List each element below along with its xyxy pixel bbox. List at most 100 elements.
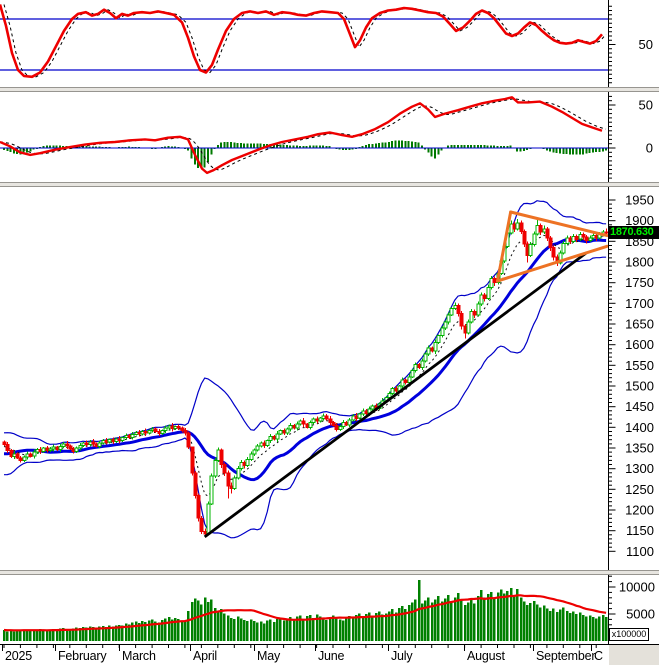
candle-up	[255, 445, 260, 451]
panel-splitter[interactable]	[0, 87, 659, 92]
volume-bar	[118, 624, 121, 641]
volume-bar	[339, 619, 342, 641]
volume-bar	[168, 617, 171, 641]
volume-bar	[273, 622, 276, 641]
candle-down	[219, 449, 224, 466]
volume-bar	[306, 616, 309, 641]
volume-bar	[240, 618, 243, 641]
x-axis-month-label: April	[193, 649, 217, 663]
candle-up	[97, 442, 102, 447]
price-panel-region[interactable]	[0, 187, 608, 570]
candle-down	[551, 247, 556, 258]
volume-bar	[473, 603, 476, 641]
volume-bar	[253, 621, 256, 641]
candle-up	[288, 424, 293, 430]
macd-histogram-bar	[164, 146, 167, 148]
candle-up	[130, 433, 135, 438]
macd-histogram-bar	[256, 143, 259, 148]
macd-histogram-bar	[549, 148, 552, 152]
stochastic-panel-region[interactable]	[0, 0, 608, 87]
volume-bar	[450, 601, 453, 641]
macd-histogram-bar	[565, 148, 568, 155]
stochastic-panel[interactable]	[0, 4, 608, 79]
macd-histogram-bar	[88, 146, 91, 148]
macd-histogram-bar	[371, 143, 374, 148]
candle-down	[199, 517, 204, 532]
volume-bar	[316, 614, 319, 641]
candle-up	[295, 423, 300, 429]
volume-panel-region[interactable]	[0, 575, 608, 643]
volume-bar	[289, 617, 292, 641]
macd-histogram-bar	[542, 148, 545, 150]
volume-bar	[279, 617, 282, 641]
volume-bar	[233, 618, 236, 641]
macd-histogram-bar	[190, 148, 193, 159]
candle-down	[545, 228, 550, 239]
ma20-line	[4, 237, 607, 482]
volume-bar	[98, 626, 101, 641]
macd-histogram-bar	[6, 148, 9, 152]
volume-bar	[490, 591, 493, 641]
macd-histogram-bar	[562, 148, 565, 154]
candle-down	[459, 312, 464, 327]
candle-up	[22, 456, 27, 461]
volume-bar	[352, 618, 355, 641]
volume-bar	[529, 603, 532, 641]
candle-down	[190, 446, 195, 474]
volume-bar	[510, 588, 513, 641]
candle-up	[436, 335, 441, 344]
candle-up	[285, 428, 290, 434]
macd-histogram-bar	[440, 148, 443, 151]
candle-up	[440, 327, 445, 337]
volume-bar	[348, 616, 351, 641]
candle-up	[357, 413, 362, 419]
volume-bar	[493, 598, 496, 641]
macd-panel[interactable]	[0, 96, 608, 175]
volume-bar	[595, 618, 598, 641]
candle-down	[581, 234, 586, 238]
price-panel[interactable]	[2, 200, 609, 539]
volume-bar	[299, 615, 302, 641]
candle-up	[423, 353, 428, 362]
volume-bar	[3, 630, 6, 641]
candle-down	[519, 222, 524, 232]
price-axis-label: 1300	[625, 461, 654, 476]
candle-up	[163, 427, 168, 432]
candle-up	[528, 244, 533, 256]
macd-histogram-bar	[309, 145, 311, 148]
volume-bar	[569, 612, 572, 641]
volume-bar	[533, 601, 536, 641]
macd-histogram-bar	[262, 143, 265, 148]
panel-splitter[interactable]	[0, 182, 659, 187]
volume-bar	[171, 619, 174, 641]
macd-histogram-bar	[381, 142, 384, 148]
volume-axis-label: 5000	[626, 607, 655, 622]
volume-bar	[33, 629, 36, 641]
volume-panel[interactable]	[3, 580, 608, 641]
volume-bar	[46, 630, 49, 641]
candle-up	[449, 307, 454, 316]
macd-histogram-bar	[450, 144, 453, 148]
volume-bar	[36, 630, 39, 641]
price-axis-label: 1200	[625, 503, 654, 518]
panel-splitter[interactable]	[0, 570, 659, 575]
trendline[interactable]	[203, 251, 588, 538]
triangle-pattern[interactable]	[496, 210, 609, 283]
volume-bar	[131, 622, 134, 641]
macd-histogram-bar	[183, 148, 186, 150]
volume-bar	[431, 602, 434, 641]
macd-histogram-bar	[285, 145, 288, 148]
candle-down	[186, 432, 191, 448]
macd-histogram-bar	[516, 148, 519, 152]
macd-histogram-bar	[259, 143, 262, 148]
volume-bar	[154, 621, 157, 641]
macd-histogram-bar	[207, 148, 209, 162]
volume-bar	[513, 595, 516, 641]
macd-histogram-bar	[282, 144, 285, 148]
macd-histogram-bar	[585, 148, 588, 154]
candle-up	[78, 445, 83, 449]
volume-bar	[121, 625, 124, 641]
bollinger-lower-band	[3, 256, 607, 539]
macd-panel-region[interactable]	[0, 92, 608, 182]
